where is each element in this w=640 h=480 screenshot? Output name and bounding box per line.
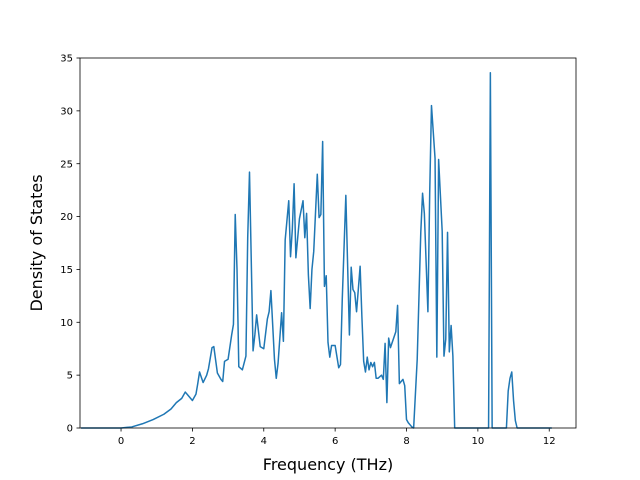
x-tick-label: 12 bbox=[543, 436, 556, 447]
x-tick-label: 4 bbox=[261, 436, 267, 447]
y-tick-label: 5 bbox=[67, 371, 73, 382]
y-tick-label: 20 bbox=[60, 212, 73, 223]
y-axis-ticks: 0 5 10 15 20 25 30 35 bbox=[60, 54, 80, 435]
x-tick-label: 0 bbox=[118, 436, 124, 447]
x-tick-label: 8 bbox=[403, 436, 409, 447]
y-tick-label: 25 bbox=[60, 159, 73, 170]
dos-series-line bbox=[81, 72, 552, 429]
plot-area bbox=[80, 58, 576, 428]
plot-frame bbox=[79, 57, 577, 429]
y-axis-title: Density of States bbox=[27, 174, 46, 311]
y-tick-label: 35 bbox=[60, 54, 73, 65]
x-tick-label: 6 bbox=[332, 436, 338, 447]
x-tick-label: 10 bbox=[472, 436, 485, 447]
y-tick-label: 0 bbox=[67, 424, 73, 435]
x-axis-title: Frequency (THz) bbox=[263, 455, 393, 474]
y-tick-label: 30 bbox=[60, 106, 73, 117]
x-tick-label: 2 bbox=[189, 436, 195, 447]
y-tick-label: 15 bbox=[60, 265, 73, 276]
y-tick-label: 10 bbox=[60, 318, 73, 329]
